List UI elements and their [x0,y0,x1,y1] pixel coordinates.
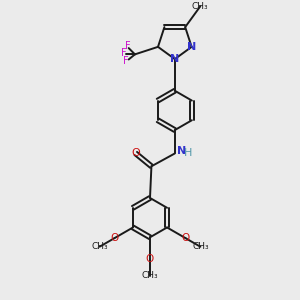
Text: O: O [110,233,118,243]
Text: N: N [177,146,187,156]
Text: CH₃: CH₃ [192,2,208,11]
Text: O: O [146,254,154,264]
Text: CH₃: CH₃ [91,242,108,251]
Text: CH₃: CH₃ [192,242,209,251]
Text: F: F [123,56,129,66]
Text: CH₃: CH₃ [142,271,158,280]
Text: O: O [131,148,140,158]
Text: O: O [182,233,190,243]
Text: F: F [121,48,127,58]
Text: N: N [170,54,179,64]
Text: F: F [125,41,130,51]
Text: N: N [187,42,196,52]
Text: H: H [184,148,193,158]
